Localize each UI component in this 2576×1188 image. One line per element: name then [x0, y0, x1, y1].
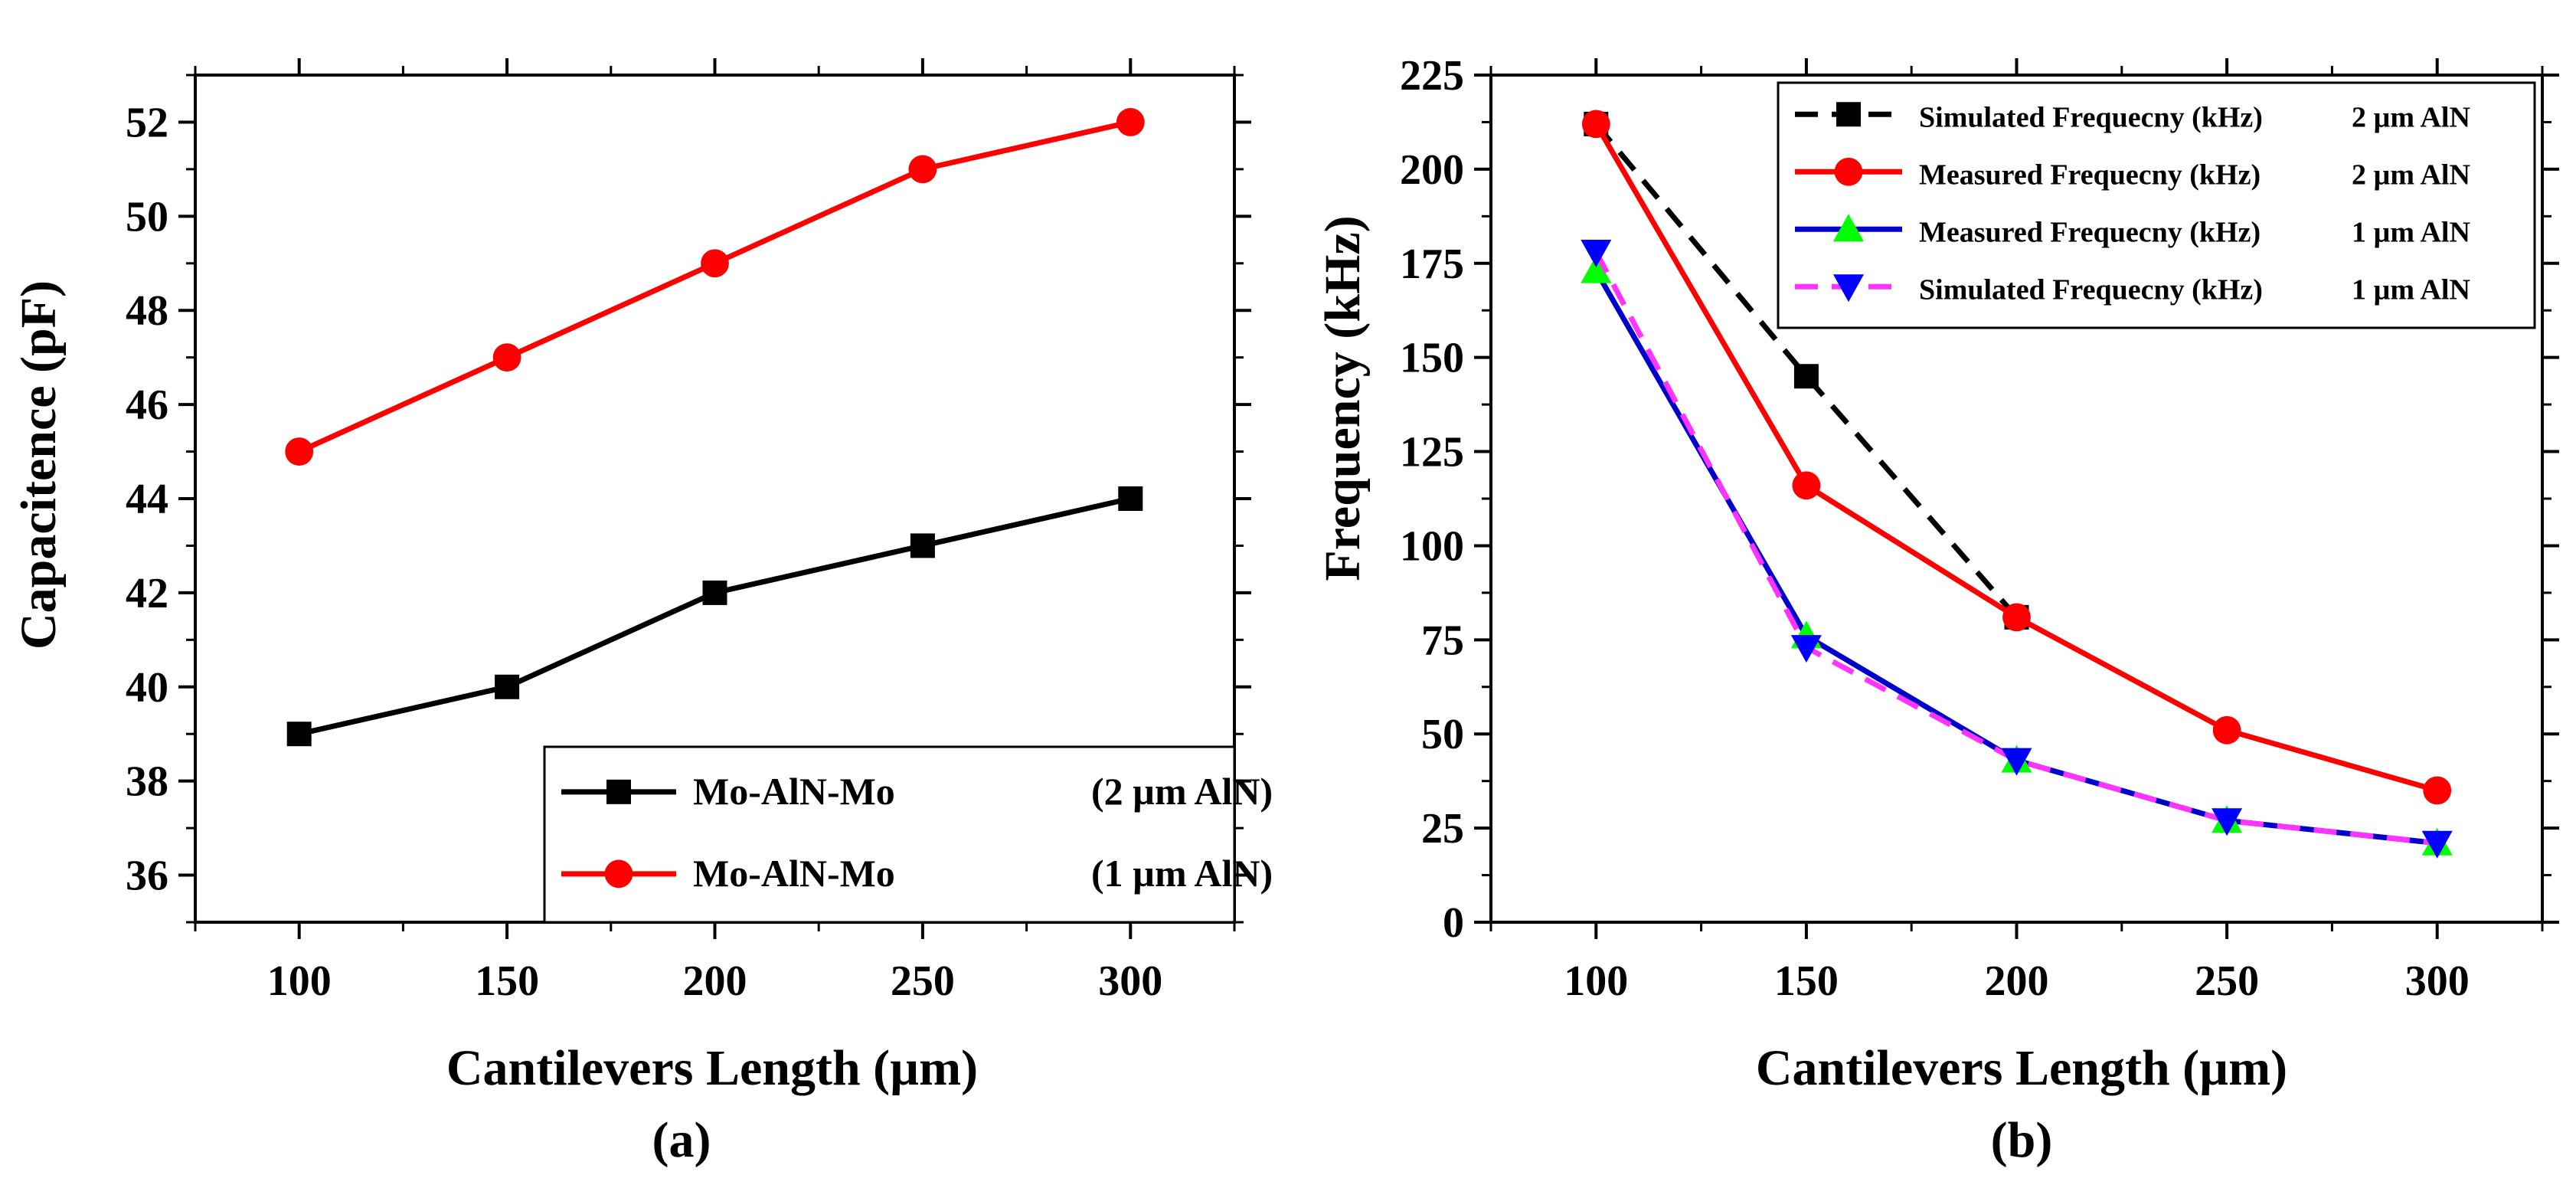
- legend-marker-3: [1833, 214, 1864, 242]
- legend-marker-4: [1833, 274, 1864, 303]
- data-point-s2-5: [2423, 776, 2452, 805]
- chart-b-legend: Simulated Frequecny (kHz) 2 µm AlN Measure…: [1777, 81, 2536, 329]
- legend-marker-1: [606, 779, 631, 804]
- legend-label-2: Mo-AlN-Mo: [693, 852, 895, 895]
- y-tick-label: 0: [1443, 899, 1464, 947]
- data-point-s2-1: [285, 437, 314, 466]
- y-tick-label: 25: [1421, 805, 1464, 853]
- data-point-s1-2: [1793, 364, 1819, 389]
- chart-a-xlabel: Cantilevers Length (µm): [446, 1040, 978, 1096]
- x-tick-label: 200: [683, 957, 747, 1005]
- legend-note-1: (2 µm AlN): [1091, 770, 1273, 813]
- data-point-s2-4: [2212, 715, 2241, 745]
- legend-marker-1: [1836, 102, 1861, 127]
- data-point-s1-3: [702, 580, 727, 605]
- y-tick-label: 42: [126, 570, 168, 617]
- legend-note-4: 1 µm AlN: [2352, 273, 2470, 306]
- data-point-s2-2: [492, 343, 521, 372]
- chart-a-legend: Mo-AlN-Mo (2 µm AlN) Mo-AlN-Mo (1 µm AlN): [543, 745, 1273, 924]
- series-line-2: [298, 119, 1132, 454]
- chart-b-ylabel: Frequency (kHz): [1315, 215, 1371, 581]
- y-tick-label: 36: [126, 853, 168, 900]
- x-tick-label: 200: [1985, 957, 2049, 1005]
- legend-label-3: Measured Frequecny (kHz): [1919, 216, 2261, 248]
- chart-b-plot-area: 100 150 200 250 300 0 25 50 75 100 125 150 175 200 225…: [1400, 52, 2559, 1005]
- data-point-s1-4: [910, 533, 935, 558]
- y-tick-label: 150: [1400, 335, 1464, 382]
- legend-note-1: 2 µm AlN: [2352, 101, 2470, 133]
- x-tick-label: 250: [2195, 957, 2259, 1005]
- legend-box: [543, 745, 1236, 924]
- legend-label-1: Simulated Frequecny (kHz): [1919, 101, 2263, 133]
- legend-label-2: Measured Frequecny (kHz): [1919, 159, 2261, 191]
- legend-label-1: Mo-AlN-Mo: [693, 770, 895, 813]
- data-point-s1-2: [495, 674, 520, 699]
- data-point-s2-1: [1581, 110, 1610, 139]
- data-point-s2-3: [2002, 603, 2031, 632]
- y-tick-label: 38: [126, 758, 168, 806]
- x-tick-label: 250: [891, 957, 955, 1005]
- legend-label-4: Simulated Frequecny (kHz): [1919, 273, 2263, 306]
- y-tick-label: 50: [1421, 711, 1464, 758]
- y-tick-label: 50: [126, 193, 168, 241]
- y-tick-label: 52: [126, 99, 168, 146]
- x-tick-label: 150: [1774, 957, 1839, 1005]
- y-tick-label: 225: [1400, 52, 1464, 100]
- data-point-s4-3: [2001, 748, 2032, 776]
- series-line-1: [298, 496, 1132, 737]
- chart-a-plot-area: 100 150 200 250 300 36 38 40 42 44 46 48 50 52 Mo-AlN-…: [126, 58, 1273, 1005]
- y-tick-label: 175: [1400, 241, 1464, 288]
- x-tick-label: 150: [475, 957, 539, 1005]
- y-tick-label: 75: [1421, 617, 1464, 664]
- chart-a-panel-label: (a): [652, 1112, 711, 1168]
- chart-b-panel-label: (b): [1991, 1112, 2053, 1168]
- legend-note-2: (1 µm AlN): [1091, 852, 1273, 895]
- chart-b-xlabel: Cantilevers Length (µm): [1756, 1040, 2287, 1096]
- y-tick-label: 48: [126, 287, 168, 335]
- data-point-s3-1: [1581, 255, 1612, 283]
- data-point-s2-5: [1116, 108, 1145, 136]
- x-tick-label: 100: [267, 957, 332, 1005]
- data-point-s4-1: [1581, 240, 1612, 268]
- data-point-s1-5: [1118, 486, 1143, 511]
- data-point-s2-4: [908, 155, 937, 184]
- chart-a: 100 150 200 250 300 36 38 40 42 44 46 48 50 52 Mo-AlN-…: [11, 58, 1273, 1168]
- y-tick-label: 44: [126, 476, 168, 523]
- x-tick-label: 300: [1098, 957, 1162, 1005]
- y-tick-label: 46: [126, 381, 168, 429]
- legend-box: [1777, 81, 2536, 329]
- data-point-s2-2: [1792, 471, 1821, 500]
- legend-note-2: 2 µm AlN: [2352, 159, 2470, 191]
- x-tick-label: 100: [1564, 957, 1628, 1005]
- data-point-s4-5: [2421, 830, 2453, 859]
- chart-a-ylabel: Capacitence (pF): [11, 280, 67, 650]
- legend-marker-2: [1834, 157, 1863, 186]
- legend-note-3: 1 µm AlN: [2352, 216, 2470, 248]
- data-point-s1-1: [286, 722, 312, 747]
- chart-b: 100 150 200 250 300 0 25 50 75 100 125 150 175 200 225…: [1315, 52, 2559, 1168]
- y-tick-label: 40: [126, 664, 168, 712]
- y-tick-label: 100: [1400, 522, 1464, 570]
- data-point-s2-3: [701, 249, 729, 278]
- y-tick-label: 200: [1400, 146, 1464, 194]
- x-tick-label: 300: [2405, 957, 2470, 1005]
- data-point-s4-2: [1790, 635, 1822, 663]
- y-tick-label: 125: [1400, 429, 1464, 476]
- legend-marker-2: [604, 859, 633, 889]
- data-point-s4-4: [2212, 808, 2243, 836]
- series-line-4: [1594, 250, 2438, 846]
